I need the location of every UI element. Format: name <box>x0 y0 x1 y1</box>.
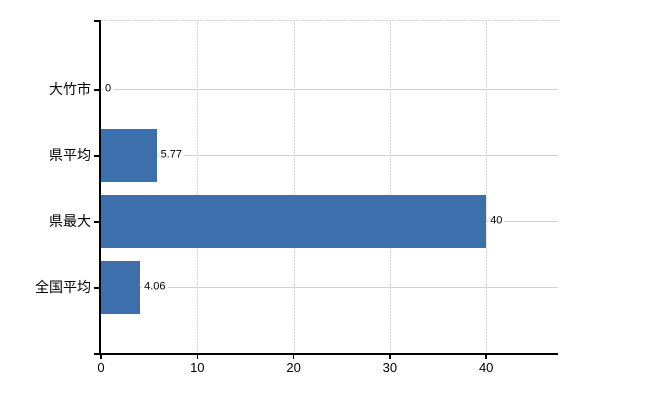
x-tick-label: 0 <box>97 360 105 375</box>
y-axis-tick <box>94 20 100 22</box>
v-gridline <box>486 20 488 353</box>
y-axis-tick <box>94 287 100 289</box>
bar-value-label: 0 <box>103 82 114 96</box>
y-axis-tick <box>94 221 100 223</box>
v-gridline <box>293 20 295 353</box>
category-label: 県平均 <box>49 147 91 163</box>
v-gridline <box>389 20 391 353</box>
bar-value-label: 4.06 <box>142 280 168 294</box>
bar <box>101 128 157 182</box>
bar <box>101 194 487 248</box>
category-label: 大竹市 <box>49 81 91 97</box>
category-label: 全国平均 <box>35 279 91 295</box>
x-axis-tick <box>292 354 295 359</box>
x-axis-tick <box>485 354 487 359</box>
category-label: 県最大 <box>49 213 91 229</box>
x-axis-tick <box>389 354 391 359</box>
x-axis-line <box>94 353 558 355</box>
x-tick-label: 30 <box>382 360 398 375</box>
v-gridline <box>197 20 199 353</box>
bar <box>101 260 141 314</box>
plot-top-border <box>101 20 560 21</box>
bar-value-label: 40 <box>488 214 505 228</box>
h-gridline <box>101 155 558 156</box>
h-gridline <box>101 287 558 288</box>
h-gridline <box>101 89 558 90</box>
x-axis-tick <box>100 354 102 359</box>
y-axis-line <box>99 20 101 355</box>
y-axis-tick <box>94 89 100 91</box>
x-tick-label: 40 <box>478 360 494 375</box>
bar-value-label: 5.77 <box>158 148 184 162</box>
x-tick-label: 20 <box>286 360 301 375</box>
x-tick-label: 10 <box>190 360 205 375</box>
y-axis-tick <box>94 155 100 157</box>
x-axis-tick <box>196 354 199 359</box>
